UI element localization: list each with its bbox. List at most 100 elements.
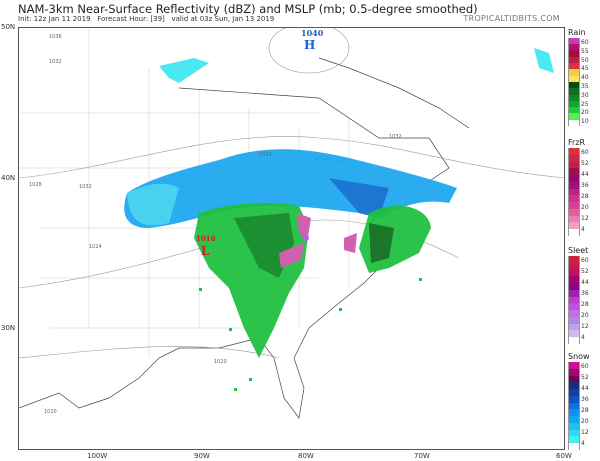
legend-frzr: FrzR 60 52 44 36 28 20 12 4	[568, 138, 600, 236]
legend-label: 25	[581, 100, 589, 108]
map-canvas: 1036 1032 1032 1028 1028 1024 1020 1020 …	[18, 22, 567, 419]
isobar-labels: 1036 1032 1032 1028 1028 1024 1020 1020 …	[29, 34, 402, 415]
legend-label: 44	[581, 171, 589, 178]
legend-label: 10	[581, 118, 589, 126]
precip-snow	[124, 48, 554, 228]
legend-swatch	[568, 375, 580, 383]
legend-label: 36	[581, 182, 589, 189]
legend-swatch	[568, 81, 580, 89]
init-time: Init: 12z Jan 11 2019	[18, 15, 91, 23]
legend-swatch	[568, 148, 580, 155]
legend-colorbar: 60 52 44 36 28 20 12 4	[568, 362, 600, 450]
legend-swatch	[568, 296, 580, 304]
legend-swatch	[568, 429, 580, 437]
legend-label: 4	[581, 226, 585, 233]
legend-swatch	[568, 436, 580, 444]
lat-label: 50N	[1, 23, 16, 31]
isobar-label: 1028	[29, 182, 42, 188]
legend-label: 30	[581, 91, 589, 99]
legend-snow: Snow 60 52 44 36 28 20 12 4	[568, 352, 600, 450]
legend-swatch	[568, 382, 580, 390]
legend-swatch	[568, 154, 580, 162]
legend-swatch	[568, 395, 580, 403]
legend-label: 4	[581, 440, 585, 447]
legend-swatch	[568, 330, 580, 338]
legend-swatch	[568, 402, 580, 410]
legend-swatch	[568, 362, 580, 369]
legend-swatch	[568, 119, 580, 126]
legend-title: Sleet	[568, 246, 589, 255]
legend-label: 12	[581, 215, 589, 222]
legend-swatch	[568, 195, 580, 203]
legend-label: 20	[581, 418, 589, 425]
legend-label: 4	[581, 334, 585, 341]
legend-swatch	[568, 303, 580, 311]
legend-swatch	[568, 175, 580, 182]
legend-label: 40	[581, 74, 589, 82]
isobar-label: 1020	[44, 409, 57, 415]
legend-label: 36	[581, 396, 589, 403]
legend-label: 55	[581, 47, 589, 55]
legend-label: 28	[581, 193, 589, 200]
legend-swatch	[568, 416, 580, 423]
legend-title: Snow	[568, 352, 590, 361]
legend-swatch	[568, 75, 580, 82]
legend-swatch	[568, 422, 580, 430]
legend-swatch	[568, 229, 580, 236]
legend-swatch	[568, 56, 580, 64]
legend-swatch	[568, 181, 580, 189]
precip-mixed	[279, 213, 357, 268]
lat-label: 40N	[1, 174, 16, 182]
legend-swatch	[568, 202, 580, 209]
legend-swatch	[568, 168, 580, 176]
lon-label: 70W	[414, 452, 430, 460]
legend-colorbar: 60 52 44 36 28 20 12 4	[568, 148, 600, 236]
legend-swatch	[568, 283, 580, 290]
legend-swatch	[568, 316, 580, 324]
isobar-label: 1028	[259, 152, 272, 158]
legend-title: Rain	[568, 28, 586, 37]
legend-swatch	[568, 310, 580, 317]
legend-swatch	[568, 107, 580, 114]
legend-label: 60	[581, 363, 589, 370]
legend-label: 44	[581, 279, 589, 286]
legend-label: 52	[581, 268, 589, 275]
legend-label: 50	[581, 56, 589, 64]
isobar-label: 1032	[49, 59, 62, 65]
isobar-label: 1036	[49, 34, 62, 40]
legend-label: 20	[581, 109, 589, 117]
isobar-label: 1024	[89, 244, 102, 250]
isobar-label: 1032	[389, 134, 402, 140]
legend-label: 45	[581, 65, 589, 73]
legend-swatch	[568, 188, 580, 196]
legend-swatch	[568, 443, 580, 450]
legend-swatch	[568, 88, 580, 95]
legend-colorbar: 60 55 50 45 40 35 30 25 20 10	[568, 38, 600, 126]
legend-title: FrzR	[568, 138, 586, 147]
legend-colorbar: 60 52 44 36 28 20 12 4	[568, 256, 600, 344]
legend-swatch	[568, 368, 580, 376]
high-pressure-symbol: H	[304, 38, 315, 52]
legend-swatch	[568, 113, 580, 120]
legend-swatch	[568, 69, 580, 76]
forecast-hour: Forecast Hour: [39]	[97, 15, 165, 23]
precip-scatter	[199, 278, 422, 391]
legend-swatch	[568, 269, 580, 277]
map-title: NAM-3km Near-Surface Reflectivity (dBZ) …	[18, 2, 478, 16]
legend-label: 12	[581, 429, 589, 436]
high-pressure-center: 1040 H	[301, 28, 324, 52]
legend-label: 60	[581, 257, 589, 264]
lon-label: 80W	[298, 452, 314, 460]
low-pressure-center: 1016 L	[196, 234, 216, 258]
legend-swatch	[568, 215, 580, 223]
legend-label: 52	[581, 374, 589, 381]
legend-label: 60	[581, 149, 589, 156]
legend-swatch	[568, 262, 580, 270]
legend-label: 20	[581, 204, 589, 211]
site-brand: TROPICALTIDBITS.COM	[463, 14, 560, 23]
legend-label: 20	[581, 312, 589, 319]
lat-label: 30N	[1, 324, 16, 332]
legend-swatch	[568, 63, 580, 70]
map-subtitle: Init: 12z Jan 11 2019 Forecast Hour: [39…	[18, 15, 274, 23]
legend-rain: Rain 60 55 50 45 40 35 30 25 20 10	[568, 28, 600, 126]
